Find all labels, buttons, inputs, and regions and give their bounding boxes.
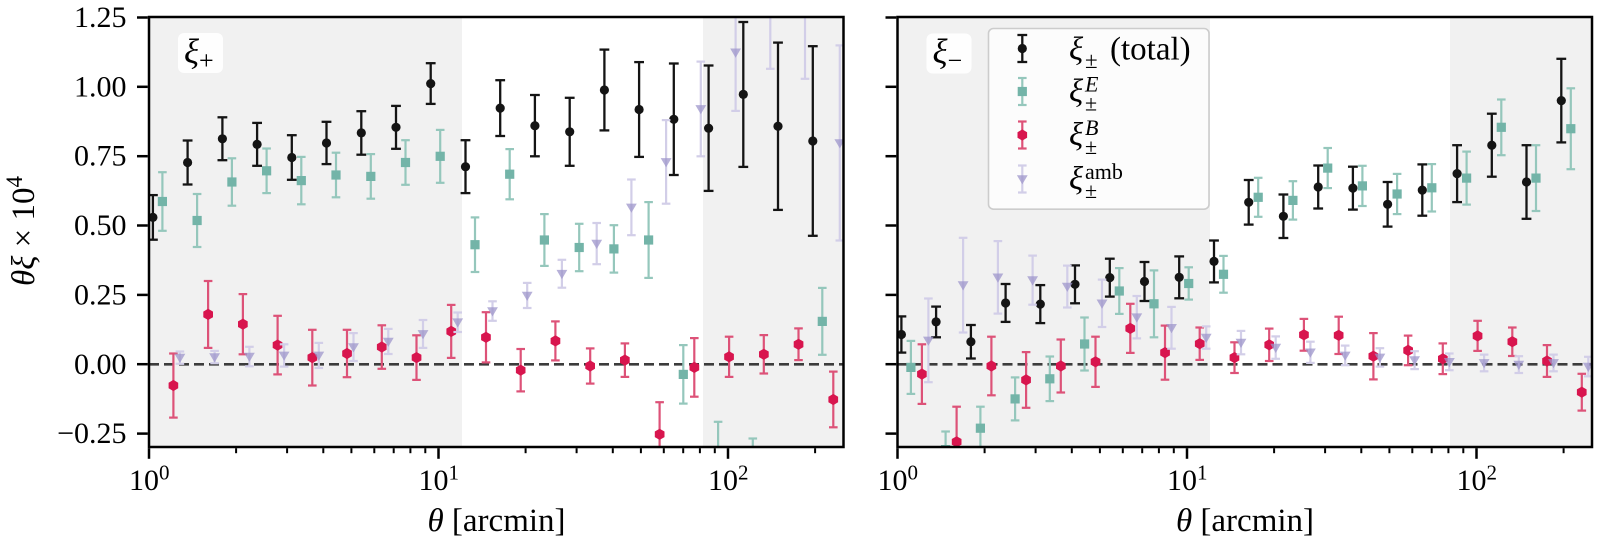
svg-text:θ [arcmin]: θ [arcmin] — [1176, 503, 1314, 539]
svg-text:±: ± — [1085, 134, 1097, 159]
svg-text:ξ+: ξ+ — [184, 32, 214, 75]
svg-text:1.25: 1.25 — [74, 1, 127, 34]
svg-text:θξ × 104: θξ × 104 — [2, 176, 42, 286]
svg-text:ξ: ξ — [1069, 161, 1084, 197]
svg-text:ξ: ξ — [1069, 117, 1084, 153]
svg-text:±: ± — [1085, 48, 1098, 73]
svg-text:0.00: 0.00 — [74, 348, 127, 381]
svg-text:θ [arcmin]: θ [arcmin] — [427, 503, 565, 539]
svg-text:B: B — [1085, 115, 1098, 140]
svg-text:−0.25: −0.25 — [57, 417, 126, 450]
svg-text:(total): (total) — [1110, 32, 1191, 68]
svg-text:ξ−: ξ− — [933, 32, 963, 75]
svg-text:0.75: 0.75 — [74, 140, 127, 173]
svg-text:0.50: 0.50 — [74, 209, 127, 242]
svg-text:±: ± — [1085, 91, 1097, 116]
svg-text:ξ: ξ — [1069, 32, 1084, 68]
svg-text:1.00: 1.00 — [74, 70, 127, 103]
svg-text:±: ± — [1085, 178, 1097, 203]
svg-text:0.25: 0.25 — [74, 278, 127, 311]
svg-text:100: 100 — [878, 461, 919, 498]
svg-text:ξ: ξ — [1069, 74, 1084, 110]
svg-text:amb: amb — [1085, 159, 1123, 184]
svg-text:E: E — [1084, 72, 1099, 97]
